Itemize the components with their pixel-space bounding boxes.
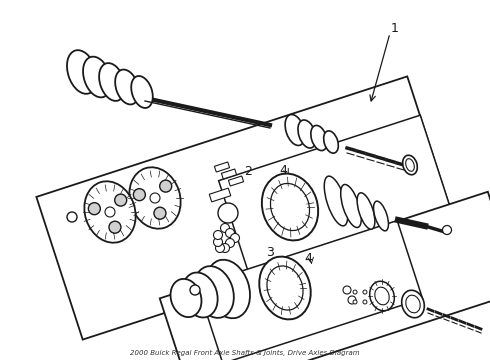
Polygon shape — [209, 188, 231, 202]
Ellipse shape — [363, 290, 367, 294]
Ellipse shape — [324, 131, 338, 153]
Ellipse shape — [442, 225, 451, 234]
Ellipse shape — [375, 287, 389, 305]
Ellipse shape — [67, 212, 77, 222]
Ellipse shape — [406, 159, 415, 171]
Polygon shape — [36, 76, 454, 339]
Ellipse shape — [154, 207, 166, 219]
Ellipse shape — [225, 239, 235, 248]
Polygon shape — [197, 221, 422, 360]
Ellipse shape — [109, 221, 121, 233]
Ellipse shape — [206, 260, 250, 318]
Ellipse shape — [259, 257, 311, 319]
Ellipse shape — [115, 194, 127, 206]
Ellipse shape — [214, 230, 222, 239]
Ellipse shape — [403, 155, 417, 175]
Ellipse shape — [285, 114, 305, 145]
Ellipse shape — [133, 189, 146, 201]
Ellipse shape — [220, 243, 229, 252]
Ellipse shape — [270, 184, 310, 230]
Ellipse shape — [262, 174, 318, 240]
Ellipse shape — [348, 296, 356, 304]
Ellipse shape — [99, 63, 125, 101]
Ellipse shape — [369, 281, 394, 311]
Ellipse shape — [353, 300, 357, 304]
Ellipse shape — [216, 243, 224, 252]
Ellipse shape — [105, 207, 115, 217]
Text: 2000 Buick Regal Front Axle Shafts & Joints, Drive Axles Diagram: 2000 Buick Regal Front Axle Shafts & Joi… — [130, 350, 360, 356]
Ellipse shape — [194, 266, 234, 318]
Ellipse shape — [220, 224, 229, 233]
Polygon shape — [221, 169, 237, 179]
Ellipse shape — [341, 184, 361, 228]
Ellipse shape — [131, 76, 153, 108]
Ellipse shape — [373, 201, 389, 231]
Ellipse shape — [311, 125, 327, 150]
Text: 4: 4 — [279, 163, 287, 176]
Polygon shape — [219, 115, 457, 295]
Ellipse shape — [214, 238, 222, 247]
Ellipse shape — [129, 167, 181, 229]
Ellipse shape — [84, 181, 136, 243]
Polygon shape — [215, 162, 230, 172]
Ellipse shape — [343, 286, 351, 294]
Polygon shape — [160, 192, 490, 360]
Ellipse shape — [115, 69, 139, 104]
Ellipse shape — [363, 300, 367, 304]
Ellipse shape — [218, 203, 238, 223]
Ellipse shape — [182, 273, 218, 318]
Ellipse shape — [171, 279, 201, 317]
Ellipse shape — [357, 193, 375, 229]
Ellipse shape — [190, 285, 200, 295]
Polygon shape — [228, 176, 244, 186]
Ellipse shape — [160, 180, 172, 192]
Text: 4: 4 — [304, 252, 312, 265]
Ellipse shape — [225, 229, 235, 238]
Text: 3: 3 — [266, 246, 274, 258]
Ellipse shape — [267, 266, 303, 310]
Ellipse shape — [83, 57, 111, 97]
Ellipse shape — [67, 50, 97, 94]
Ellipse shape — [230, 234, 240, 243]
Ellipse shape — [353, 290, 357, 294]
Text: 1: 1 — [391, 22, 399, 35]
Ellipse shape — [88, 203, 100, 215]
Ellipse shape — [150, 193, 160, 203]
Ellipse shape — [406, 295, 420, 313]
Ellipse shape — [402, 290, 424, 318]
Ellipse shape — [298, 120, 316, 148]
Ellipse shape — [324, 176, 348, 226]
Text: 2: 2 — [244, 165, 252, 177]
